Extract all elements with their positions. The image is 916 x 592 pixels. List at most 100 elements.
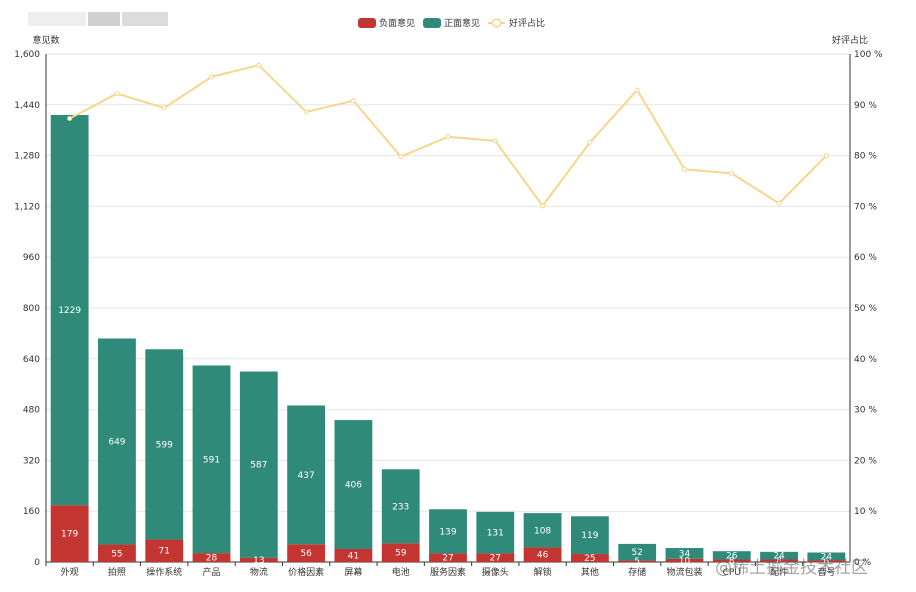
bar-positive: [50, 114, 89, 506]
bar-negative: [476, 553, 515, 562]
blurred-title-region: [122, 12, 168, 26]
x-tick-label: 配件: [770, 566, 788, 578]
bar-negative: [665, 558, 704, 562]
bar-positive: [287, 405, 326, 545]
bar-negative-label: 10: [679, 556, 691, 566]
line-point: [823, 153, 829, 159]
x-tick-label: 音号: [817, 566, 835, 578]
bar-negative-label: 71: [159, 547, 170, 557]
y-left-tick-label: 320: [23, 456, 40, 466]
bar-positive-label: 24: [821, 552, 833, 562]
bar-positive: [334, 420, 373, 549]
bar-negative-label: 6: [823, 557, 829, 567]
bar-positive-label: 233: [392, 502, 409, 512]
bar-positive: [192, 365, 231, 554]
bar-negative: [570, 554, 609, 562]
bar-negative: [192, 553, 231, 562]
bar-negative: [334, 548, 373, 562]
bar-positive-label: 437: [298, 471, 315, 481]
bar-negative-label: 55: [111, 549, 122, 559]
bar-negative-label: 41: [348, 551, 359, 561]
y-right-tick-label: 30 %: [854, 406, 877, 416]
x-tick-label: CPU: [723, 568, 741, 578]
bar-positive: [239, 371, 278, 558]
bar-positive: [145, 349, 184, 540]
bar-negative: [807, 560, 846, 562]
y-right-tick-label: 50 %: [854, 304, 877, 314]
bar-negative: [429, 553, 467, 562]
y-left-tick-label: 160: [23, 507, 40, 517]
bar-positive: [570, 516, 609, 555]
line-point: [587, 139, 593, 145]
y-right-tick-label: 20 %: [854, 456, 877, 466]
bar-positive-label: 119: [581, 531, 598, 541]
axes: 0 160 320 480 640 800 960 1,120 1,280 1,440 1,600 0…: [14, 34, 883, 578]
legend-swatch-icon: [358, 18, 376, 28]
bars: 1791229556497159928591135875643741406592…: [50, 114, 846, 567]
y-left-tick-label: 1,280: [14, 152, 40, 162]
y-left-tick-label: 480: [23, 406, 40, 416]
y-left-tick-label: 0: [34, 558, 40, 568]
bar-positive: [618, 543, 657, 561]
legend-label: 负面意见: [379, 17, 415, 29]
blurred-title-region: [28, 12, 86, 26]
legend[interactable]: 负面意见 正面意见 好评占比: [358, 17, 545, 29]
bar-positive-label: 34: [679, 549, 691, 559]
bar-negative-label: 8: [729, 557, 735, 567]
y-left-tick-label: 960: [23, 253, 40, 263]
y-right-tick-label: 90 %: [854, 101, 877, 111]
bar-positive: [523, 513, 562, 548]
x-tick-label: 外观: [61, 566, 79, 578]
bar-positive: [381, 469, 420, 544]
line-point: [681, 166, 687, 172]
y-right-tick-label: 70 %: [854, 202, 877, 212]
line-point: [256, 62, 262, 68]
bar-positive-label: 26: [726, 551, 738, 561]
legend-item[interactable]: 负面意见: [358, 17, 415, 29]
bar-negative: [760, 559, 798, 562]
bar-positive-label: 649: [108, 438, 125, 448]
line-point: [398, 154, 404, 160]
line-point: [729, 170, 735, 176]
bar-positive-label: 139: [439, 527, 456, 537]
line-point: [492, 138, 498, 144]
y-right-tick-label: 40 %: [854, 355, 877, 365]
x-tick-label: 其他: [581, 566, 599, 578]
y-right-axis-name: 好评占比: [832, 34, 868, 46]
bar-positive: [807, 552, 846, 561]
legend-label: 好评占比: [509, 17, 545, 29]
bar-negative: [381, 543, 420, 562]
y-left-tick-label: 800: [23, 304, 40, 314]
bar-positive-label: 52: [631, 548, 642, 558]
bar-negative: [287, 544, 326, 562]
line-point: [445, 134, 451, 140]
x-tick-label: 存储: [628, 566, 646, 578]
bar-negative-label: 27: [490, 554, 501, 564]
bar-positive-label: 24: [773, 552, 785, 562]
y-left-tick-label: 640: [23, 355, 40, 365]
bar-positive-label: 131: [487, 529, 504, 539]
y-right-tick-label: 100 %: [854, 50, 883, 60]
bar-negative: [712, 559, 751, 562]
watermark: @稀土掘金技术社区: [715, 558, 868, 578]
bar-positive: [760, 551, 798, 560]
x-tick-label: 价格因素: [288, 566, 324, 578]
line-point: [161, 105, 167, 111]
line-point: [350, 98, 356, 104]
x-tick-label: 解锁: [534, 566, 552, 578]
bar-negative: [50, 505, 89, 562]
legend-item[interactable]: 好评占比: [488, 17, 545, 29]
x-tick-label: 操作系统: [146, 566, 182, 578]
legend-item[interactable]: 正面意见: [423, 17, 480, 29]
x-tick-label: 产品: [203, 566, 221, 578]
line-point: [209, 74, 215, 80]
bar-negative-label: 46: [537, 551, 549, 561]
x-tick-label: 摄像头: [482, 566, 509, 578]
bar-negative: [145, 539, 184, 562]
y-left-tick-label: 1,120: [14, 202, 40, 212]
bar-negative-label: 27: [442, 554, 453, 564]
y-right-tick-label: 10 %: [854, 507, 877, 517]
bar-negative-label: 5: [634, 557, 640, 567]
bar-negative-label: 28: [206, 554, 218, 564]
bar-positive: [665, 548, 704, 559]
